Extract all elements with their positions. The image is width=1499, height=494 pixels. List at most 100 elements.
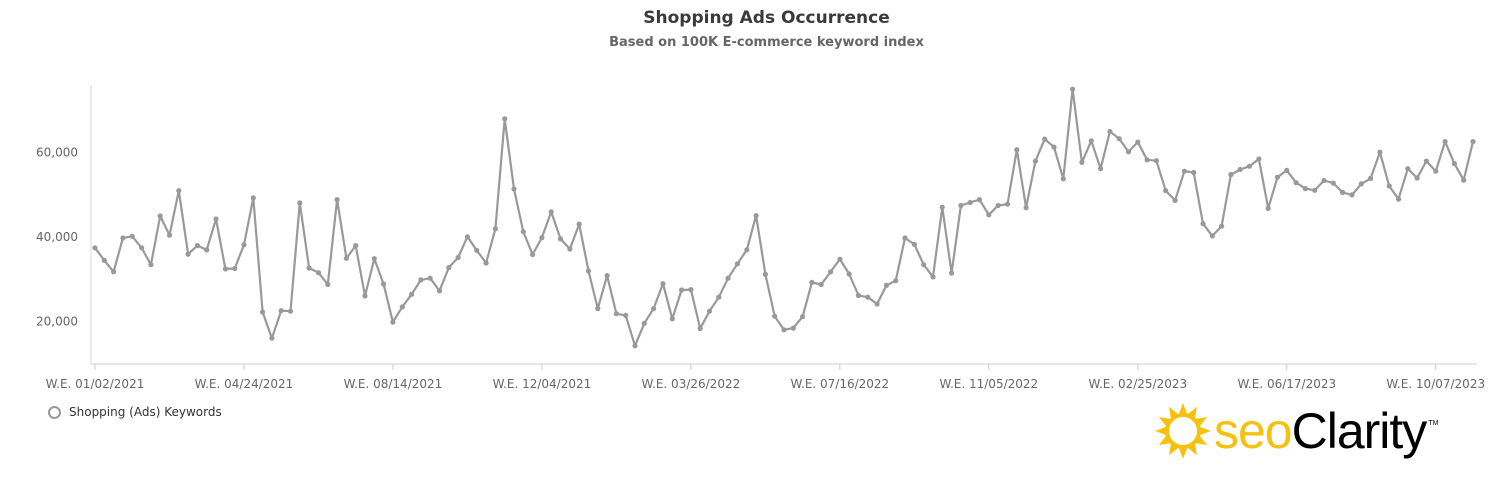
data-point[interactable]: [1125, 149, 1132, 155]
data-point[interactable]: [623, 312, 629, 318]
data-point[interactable]: [557, 236, 564, 242]
data-point[interactable]: [1088, 138, 1094, 144]
data-point[interactable]: [967, 199, 973, 206]
data-point[interactable]: [148, 262, 154, 268]
data-point[interactable]: [92, 245, 98, 251]
data-point[interactable]: [483, 260, 489, 266]
data-point[interactable]: [790, 325, 796, 331]
data-point[interactable]: [1098, 166, 1104, 172]
data-point[interactable]: [194, 243, 200, 249]
data-point[interactable]: [837, 256, 843, 262]
data-point[interactable]: [660, 281, 666, 287]
data-point[interactable]: [1358, 181, 1364, 187]
data-point[interactable]: [632, 343, 638, 349]
data-point[interactable]: [753, 213, 759, 219]
data-point[interactable]: [1172, 197, 1178, 203]
data-point[interactable]: [1442, 139, 1448, 145]
data-point[interactable]: [371, 256, 377, 262]
data-point[interactable]: [222, 266, 228, 272]
data-point[interactable]: [278, 308, 284, 314]
data-point[interactable]: [353, 243, 359, 249]
data-point[interactable]: [390, 319, 396, 325]
data-point[interactable]: [399, 304, 405, 310]
data-point[interactable]: [688, 287, 694, 293]
data-point[interactable]: [1368, 175, 1374, 181]
data-point[interactable]: [1265, 205, 1271, 211]
data-point[interactable]: [427, 275, 433, 281]
data-point[interactable]: [669, 316, 675, 322]
data-point[interactable]: [166, 232, 173, 238]
data-point[interactable]: [1312, 187, 1318, 193]
data-point[interactable]: [1163, 188, 1169, 194]
data-point[interactable]: [1414, 175, 1420, 181]
data-point[interactable]: [1014, 147, 1020, 153]
data-point[interactable]: [855, 292, 862, 299]
data-point[interactable]: [893, 278, 899, 284]
data-point[interactable]: [474, 247, 480, 253]
data-point[interactable]: [436, 288, 443, 294]
data-point[interactable]: [1340, 189, 1346, 195]
data-point[interactable]: [250, 195, 256, 201]
data-point[interactable]: [287, 308, 294, 314]
data-point[interactable]: [101, 257, 107, 263]
data-point[interactable]: [381, 281, 387, 287]
data-point[interactable]: [241, 242, 247, 248]
data-point[interactable]: [1349, 192, 1355, 198]
data-point[interactable]: [883, 282, 890, 288]
data-point[interactable]: [1246, 163, 1253, 169]
data-point[interactable]: [921, 262, 927, 268]
data-point[interactable]: [530, 251, 536, 258]
data-point[interactable]: [204, 247, 210, 253]
data-point[interactable]: [651, 306, 657, 312]
data-point[interactable]: [1079, 159, 1085, 165]
data-point[interactable]: [986, 212, 992, 218]
data-point[interactable]: [1405, 166, 1411, 172]
data-point[interactable]: [343, 255, 349, 261]
data-point[interactable]: [1219, 223, 1225, 229]
data-point[interactable]: [520, 229, 526, 235]
data-point[interactable]: [492, 226, 498, 232]
data-point[interactable]: [641, 320, 647, 326]
data-point[interactable]: [1293, 180, 1299, 186]
data-point[interactable]: [502, 116, 508, 122]
data-point[interactable]: [1302, 186, 1308, 192]
data-point[interactable]: [1451, 161, 1457, 167]
data-point[interactable]: [185, 251, 191, 257]
data-point[interactable]: [800, 314, 806, 320]
data-point[interactable]: [418, 277, 424, 283]
data-point[interactable]: [325, 281, 331, 288]
data-point[interactable]: [1237, 166, 1243, 173]
data-point[interactable]: [1144, 157, 1150, 163]
data-point[interactable]: [828, 269, 834, 275]
data-point[interactable]: [585, 268, 592, 274]
data-point[interactable]: [1228, 172, 1234, 178]
data-point[interactable]: [511, 186, 517, 192]
data-point[interactable]: [120, 235, 126, 241]
data-point[interactable]: [930, 274, 936, 280]
data-point[interactable]: [464, 234, 470, 240]
data-point[interactable]: [1153, 158, 1159, 164]
data-point[interactable]: [1116, 136, 1122, 142]
data-point[interactable]: [1051, 144, 1057, 150]
data-point[interactable]: [706, 308, 713, 314]
data-point[interactable]: [269, 335, 275, 341]
data-point[interactable]: [1395, 196, 1402, 202]
data-point[interactable]: [1433, 168, 1439, 174]
data-point[interactable]: [139, 245, 145, 251]
data-point[interactable]: [1284, 167, 1290, 173]
data-point[interactable]: [902, 235, 908, 241]
data-point[interactable]: [734, 261, 741, 267]
data-point[interactable]: [725, 275, 731, 281]
data-point[interactable]: [1023, 205, 1029, 211]
data-point[interactable]: [1060, 176, 1066, 182]
data-point[interactable]: [1042, 136, 1048, 142]
data-point[interactable]: [865, 294, 871, 300]
data-point[interactable]: [744, 247, 750, 253]
data-point[interactable]: [679, 287, 685, 293]
data-point[interactable]: [362, 293, 368, 299]
data-point[interactable]: [1107, 128, 1113, 135]
data-point[interactable]: [157, 213, 163, 219]
data-point[interactable]: [939, 204, 945, 210]
data-point[interactable]: [1330, 180, 1336, 186]
data-point[interactable]: [781, 327, 787, 333]
